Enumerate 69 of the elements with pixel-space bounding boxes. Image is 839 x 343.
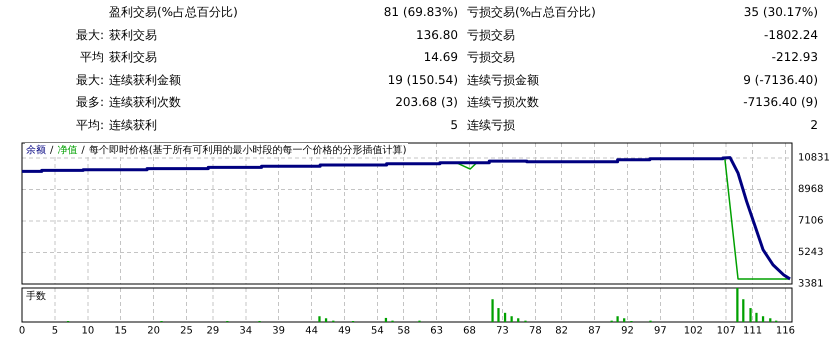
- text: 亏损交易: [467, 49, 515, 65]
- x-tick-label: 25: [180, 326, 193, 337]
- bar: [742, 299, 744, 322]
- text: 连续亏损: [467, 117, 515, 133]
- text: 19 (150.54): [388, 72, 458, 88]
- text: 2: [810, 117, 818, 133]
- x-tick-label: 68: [463, 326, 476, 337]
- x-tick-label: 111: [742, 326, 762, 337]
- x-tick-label: 92: [621, 326, 634, 337]
- text: 平均: 连续获利: [76, 117, 157, 133]
- bar: [517, 318, 520, 322]
- text: -7136.40 (9): [743, 94, 818, 110]
- text: 136.80: [416, 27, 458, 43]
- x-tick-label: 0: [18, 326, 26, 337]
- x-tick-label: 63: [430, 326, 443, 337]
- bar: [769, 318, 772, 322]
- x-tick-label: 54: [371, 326, 384, 337]
- bar: [510, 316, 513, 322]
- bar: [736, 288, 739, 322]
- y-tick-label: 10831: [798, 152, 830, 164]
- x-tick-label: 78: [528, 326, 542, 337]
- x-tick-label: 5: [52, 326, 58, 337]
- text: 亏损交易(%占总百分比): [467, 4, 596, 20]
- x-tick-label: 82: [555, 326, 568, 337]
- x-tick-label: 29: [206, 326, 220, 337]
- text: -1802.24: [764, 27, 818, 43]
- text: 203.68 (3): [395, 94, 458, 110]
- text: 最大: 连续获利金额: [76, 72, 181, 88]
- x-tick-label: 102: [684, 326, 703, 337]
- y-tick-label: 8968: [798, 184, 824, 196]
- y-tick-label: 3381: [798, 278, 824, 290]
- x-tick-label: 58: [397, 326, 410, 337]
- text: 35 (30.17%): [744, 4, 818, 20]
- y-tick-label: 7106: [798, 216, 824, 227]
- x-tick-label: 97: [654, 326, 667, 337]
- y-tick-label: 5243: [798, 247, 824, 258]
- x-tick-label: 116: [776, 326, 795, 337]
- chart-title: 手数: [26, 291, 46, 302]
- x-tick-label: 73: [496, 326, 509, 337]
- text: 平均 获利交易: [80, 49, 157, 65]
- x-tick-label: 10: [81, 326, 94, 337]
- text: 9 (-7136.40): [743, 72, 818, 88]
- text: 亏损交易: [467, 27, 515, 43]
- bar: [762, 316, 764, 322]
- text: 5: [450, 117, 458, 133]
- text: 14.69: [424, 49, 458, 65]
- x-tick-label: 44: [305, 326, 318, 337]
- x-tick-label: 39: [272, 326, 286, 337]
- text: 81 (69.83%): [384, 4, 458, 20]
- chart-title: 每个即时价格(基于所有可利用的最小时段的每一个价格的分形插值计算): [88, 145, 407, 156]
- text: 连续亏损金额: [467, 72, 539, 88]
- bar: [623, 318, 626, 322]
- x-tick-label: 34: [239, 326, 252, 337]
- text: 盈利交易(%占总百分比): [109, 4, 238, 20]
- text: 连续亏损次数: [467, 94, 539, 110]
- annotation: /: [81, 145, 85, 156]
- series-label: 余额: [26, 145, 46, 156]
- x-tick-label: 107: [716, 326, 736, 337]
- text: 净值: [57, 145, 78, 156]
- x-tick-label: 87: [588, 326, 601, 337]
- x-tick-label: 49: [338, 326, 351, 337]
- text: 最大: 获利交易: [76, 27, 157, 43]
- annotation: /: [50, 145, 54, 156]
- x-tick-label: 20: [147, 326, 160, 337]
- text: -212.93: [772, 49, 818, 65]
- bar: [616, 316, 619, 322]
- text: 最多: 连续获利次数: [76, 94, 181, 110]
- x-tick-label: 15: [114, 326, 128, 337]
- bar: [318, 316, 321, 322]
